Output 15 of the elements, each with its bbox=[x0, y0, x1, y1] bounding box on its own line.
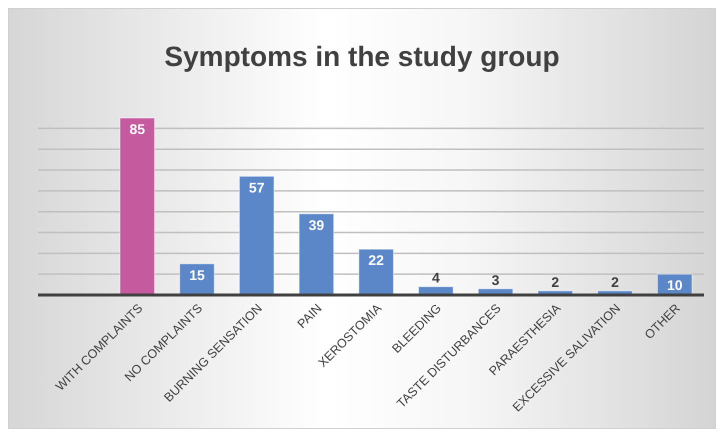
bar bbox=[119, 118, 156, 296]
data-label: 39 bbox=[308, 216, 324, 233]
data-label: 85 bbox=[129, 121, 146, 137]
bar bbox=[358, 248, 394, 296]
bar bbox=[238, 176, 275, 296]
data-label: 15 bbox=[189, 266, 205, 283]
data-label: 22 bbox=[368, 252, 384, 268]
data-label: 3 bbox=[492, 272, 500, 288]
chart-title: Symptoms in the study group bbox=[164, 41, 560, 72]
data-label: 10 bbox=[666, 277, 683, 294]
data-label: 2 bbox=[611, 274, 620, 290]
bar bbox=[298, 213, 334, 296]
data-label: 2 bbox=[551, 274, 560, 290]
data-label: 4 bbox=[432, 270, 440, 286]
data-label: 57 bbox=[248, 179, 265, 196]
